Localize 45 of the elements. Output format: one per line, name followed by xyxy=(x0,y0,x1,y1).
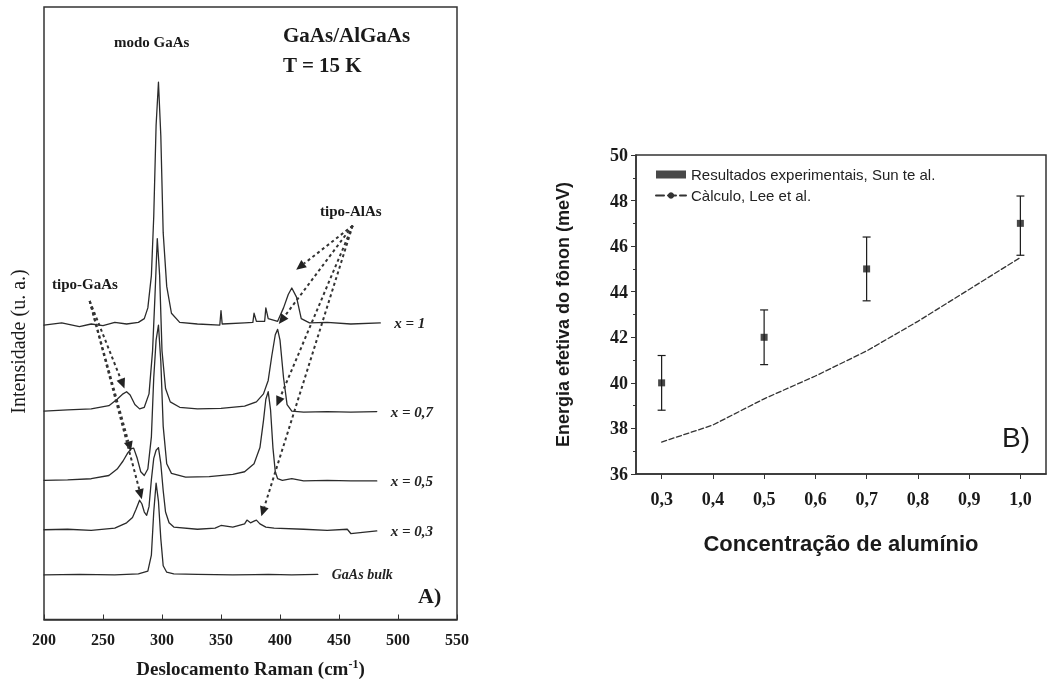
annotation: A) xyxy=(418,582,442,608)
series-label: x = 0,7 xyxy=(389,403,434,420)
point xyxy=(658,379,666,387)
annotation: tipo-GaAs xyxy=(52,275,118,292)
point xyxy=(760,333,768,341)
x-tick-label: 0,3 xyxy=(650,489,673,509)
x-tick-label: 0,5 xyxy=(752,489,776,509)
y-tick-label: 36 xyxy=(610,464,628,484)
x-tick-label: 0,4 xyxy=(701,489,725,509)
x-tick-label: 1,0 xyxy=(1009,489,1032,509)
series-label: GaAs bulk xyxy=(331,566,393,582)
text: T = 15 K xyxy=(283,52,363,77)
x-tick-label: 0,9 xyxy=(957,489,981,509)
series-label: x = 0,3 xyxy=(389,522,434,539)
x-tick-label: 200 xyxy=(32,631,56,648)
x-tick-label: 0,7 xyxy=(855,489,878,509)
legend-label: Càlculo, Lee et al. xyxy=(691,187,812,204)
y-axis-title: Energia efetiva do fônon (meV) xyxy=(553,181,573,448)
y-tick-label: 38 xyxy=(610,418,628,439)
point xyxy=(863,265,871,273)
x-tick-label: 250 xyxy=(91,631,115,648)
y-tick-label: 44 xyxy=(610,281,628,302)
text: modo GaAs xyxy=(114,33,190,50)
x-tick-label: 300 xyxy=(150,631,174,648)
text: GaAs/AlGaAs xyxy=(283,22,411,47)
x-tick-label: 400 xyxy=(268,631,292,648)
legend-label: Resultados experimentais, Sun te al. xyxy=(691,166,936,183)
series-label: x = 0,5 xyxy=(389,472,434,489)
x-tick-label: 0,8 xyxy=(906,489,930,509)
y-tick-label: 42 xyxy=(610,327,628,348)
x-tick-label: 0,6 xyxy=(804,489,827,509)
annotation: B) xyxy=(1002,421,1030,453)
series-label: x = 1 xyxy=(393,314,426,331)
x-tick-label: 450 xyxy=(327,631,351,648)
y-tick-label: 48 xyxy=(610,190,628,211)
x-axis-title: Concentração de alumínio xyxy=(703,530,979,556)
x-tick-label: 500 xyxy=(386,631,410,648)
x-tick-label: 550 xyxy=(445,631,469,648)
y-tick-label: 40 xyxy=(610,372,628,393)
y-axis-title: Intensidade (u. a.) xyxy=(7,269,30,414)
y-tick-label: 50 xyxy=(610,145,628,165)
x-tick-label: 350 xyxy=(209,631,233,648)
point xyxy=(1016,219,1024,227)
annotation: tipo-AlAs xyxy=(320,202,382,219)
y-tick-label: 46 xyxy=(610,236,628,257)
